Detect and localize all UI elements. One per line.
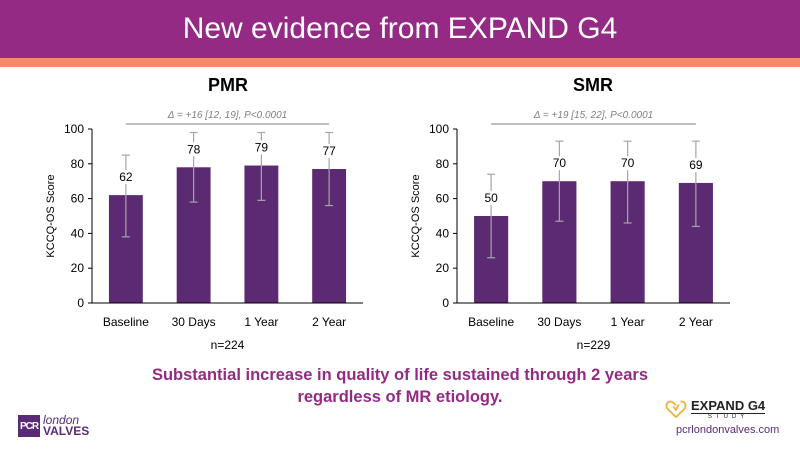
pcr-london-valves-logo: PCR london VALVES <box>18 413 90 438</box>
significance-annotation: Δ = +16 [12, 19], P<0.0001 <box>167 110 288 121</box>
charts-canvas: PMR Δ = +16 [12, 19], P<0.0001 0 20 40 60 80 10… <box>45 75 730 352</box>
data-label: 62 <box>119 170 133 184</box>
y-tick-label: 20 <box>71 261 85 275</box>
data-label: 70 <box>553 156 567 170</box>
x-tick-label: 2 Year <box>312 315 346 329</box>
pcr-logo-london: london <box>43 413 80 427</box>
y-tick-label: 80 <box>436 157 450 171</box>
x-tick-label: 2 Year <box>679 315 713 329</box>
y-axis-label: KCCQ-OS Score <box>410 174 422 257</box>
y-tick-label: 100 <box>429 122 449 136</box>
sample-size-label: n=229 <box>577 338 611 352</box>
data-label: 78 <box>187 142 201 156</box>
x-tick-label: 1 Year <box>611 315 645 329</box>
website-link[interactable]: pcrlondonvalves.com <box>676 424 780 436</box>
data-label: 50 <box>484 191 498 205</box>
pcr-logo-box: PCR <box>18 415 40 437</box>
y-tick-label: 60 <box>436 192 450 206</box>
heart-check-icon <box>665 400 687 418</box>
expand-logo-study: STUDY <box>707 413 749 420</box>
y-tick-label: 0 <box>77 296 84 310</box>
data-label: 79 <box>255 141 269 155</box>
data-label-bg <box>252 140 271 155</box>
data-label: 69 <box>689 158 703 172</box>
data-label-bg <box>184 142 203 157</box>
x-tick-label: 30 Days <box>537 315 581 329</box>
y-tick-label: 20 <box>436 261 450 275</box>
y-tick-label: 0 <box>442 296 449 310</box>
data-label-bg <box>550 156 569 171</box>
data-label: 70 <box>621 156 635 170</box>
x-tick-label: 30 Days <box>172 315 216 329</box>
accent-band <box>0 58 800 67</box>
y-tick-label: 40 <box>71 226 85 240</box>
slide-header: New evidence from EXPAND G4 <box>0 0 800 58</box>
sample-size-label: n=224 <box>211 338 245 352</box>
significance-annotation: Δ = +19 [15, 22], P<0.0001 <box>533 110 654 121</box>
data-label-bg <box>686 157 705 172</box>
data-label-bg <box>618 156 637 171</box>
data-label-bg <box>482 191 501 205</box>
y-tick-label: 100 <box>64 122 84 136</box>
takeaway-text: Substantial increase in quality of life … <box>151 366 649 406</box>
chart-title: SMR <box>573 75 613 95</box>
expand-g4-logo: EXPAND G4 STUDY <box>665 398 785 420</box>
data-label-bg <box>116 170 135 185</box>
chart-title: PMR <box>208 75 248 95</box>
y-axis-label: KCCQ-OS Score <box>45 174 57 257</box>
data-label: 77 <box>322 144 336 158</box>
x-tick-label: 1 Year <box>244 315 278 329</box>
pcr-logo-valves: VALVES <box>43 424 90 438</box>
data-label-bg <box>320 144 339 159</box>
y-tick-label: 60 <box>71 192 85 206</box>
slide-title: New evidence from EXPAND G4 <box>182 12 618 45</box>
y-tick-label: 40 <box>436 226 450 240</box>
x-tick-label: Baseline <box>103 315 149 329</box>
expand-logo-name: EXPAND G4 <box>691 397 766 414</box>
y-tick-label: 80 <box>71 157 85 171</box>
x-tick-label: Baseline <box>468 315 514 329</box>
